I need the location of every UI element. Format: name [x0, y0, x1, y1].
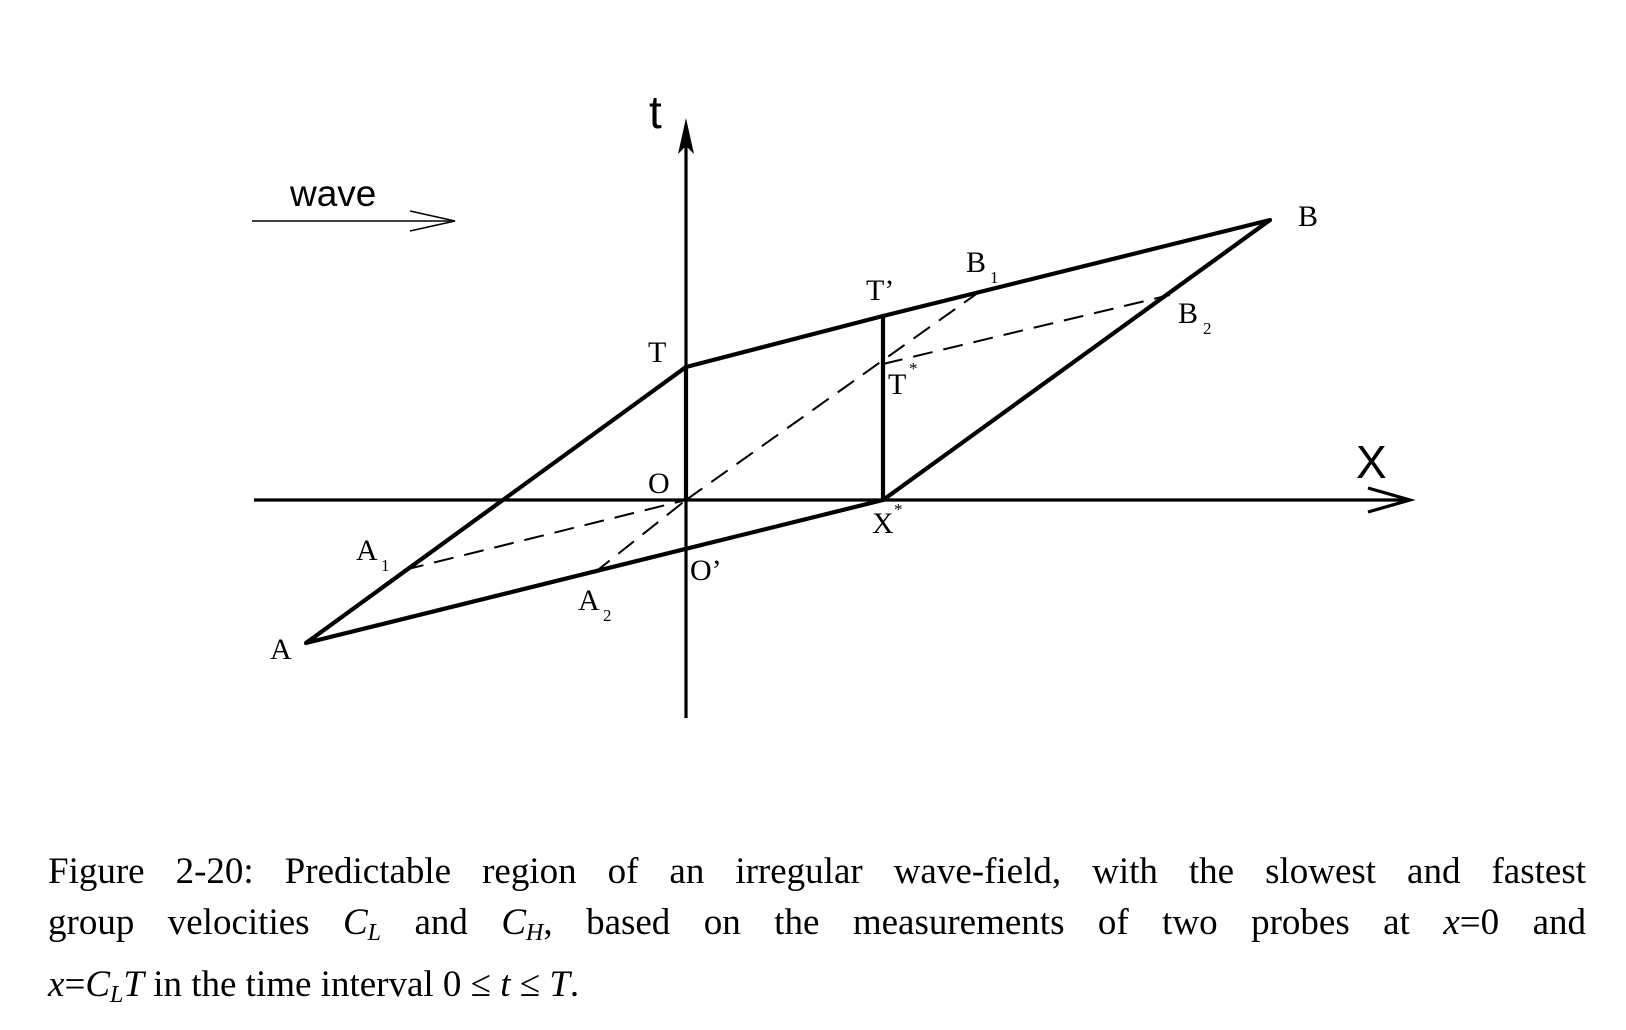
caption-text: = — [64, 964, 86, 1005]
caption-text: . — [569, 964, 580, 1005]
t-axis-label: t — [649, 86, 662, 138]
math-symbol: C — [501, 902, 527, 943]
point-T-star-label: T — [888, 368, 906, 401]
math-T: T — [549, 964, 570, 1005]
point-B-label: B — [1298, 200, 1318, 233]
math-t: t — [500, 964, 511, 1005]
math-subscript: L — [110, 982, 124, 1008]
caption-line-2: group velocities CL and CH, based on the… — [48, 897, 1586, 959]
point-X-star-superscript: * — [894, 500, 903, 519]
predictable-region-boundary — [303, 217, 1273, 646]
dashed-characteristics — [403, 289, 1171, 574]
math-x: x — [1443, 902, 1460, 943]
math-symbol: C — [342, 902, 368, 943]
point-T-label: T — [648, 336, 666, 369]
point-A1-label: A — [356, 534, 378, 567]
point-A2-label: A — [578, 584, 600, 617]
caption-text: and — [414, 902, 468, 943]
predictable-region-diagram: wave t X T O O’ T’ T * X * A A 1 A 2 B B… — [252, 86, 1416, 718]
figure-caption: Figure 2-20: Predictable region of an ir… — [48, 846, 1586, 1021]
math-subscript: L — [367, 920, 382, 946]
point-T-prime-label: T’ — [866, 274, 894, 307]
point-T-star-superscript: * — [909, 359, 918, 378]
point-B1-subscript: 1 — [990, 268, 999, 287]
math-c-l: CL — [342, 902, 382, 946]
caption-text: ≤ — [519, 964, 541, 1005]
caption-text: in the time interval 0 ≤ — [153, 964, 491, 1005]
wave-arrow — [252, 210, 456, 232]
caption-line-1: Figure 2-20: Predictable region of an ir… — [48, 851, 1586, 892]
math-symbol: C — [85, 964, 110, 1005]
math-c-l: CL — [85, 964, 124, 1008]
caption-line-3: x=CLT in the time interval 0 ≤ t ≤ T. — [48, 959, 1586, 1021]
math-T: T — [123, 964, 144, 1005]
math-subscript: H — [526, 920, 544, 946]
point-O-label: O — [648, 467, 670, 500]
caption-text: group velocities — [48, 902, 310, 943]
point-A2-subscript: 2 — [603, 606, 612, 625]
math-x: x — [48, 964, 65, 1005]
point-B1-label: B — [966, 246, 986, 279]
point-A-label: A — [270, 633, 292, 666]
point-B2-label: B — [1178, 297, 1198, 330]
math-c-h: CH — [501, 902, 544, 946]
point-X-star-label: X — [872, 507, 894, 540]
x-axis — [254, 486, 1416, 514]
caption-text: , based on the measurements of two probe… — [543, 902, 1410, 943]
point-B2-subscript: 2 — [1203, 319, 1212, 338]
point-A1-subscript: 1 — [381, 556, 390, 575]
x-axis-label: X — [1356, 436, 1387, 488]
point-O-prime-label: O’ — [690, 554, 722, 587]
wave-label: wave — [289, 173, 376, 214]
caption-text: =0 and — [1459, 902, 1586, 943]
